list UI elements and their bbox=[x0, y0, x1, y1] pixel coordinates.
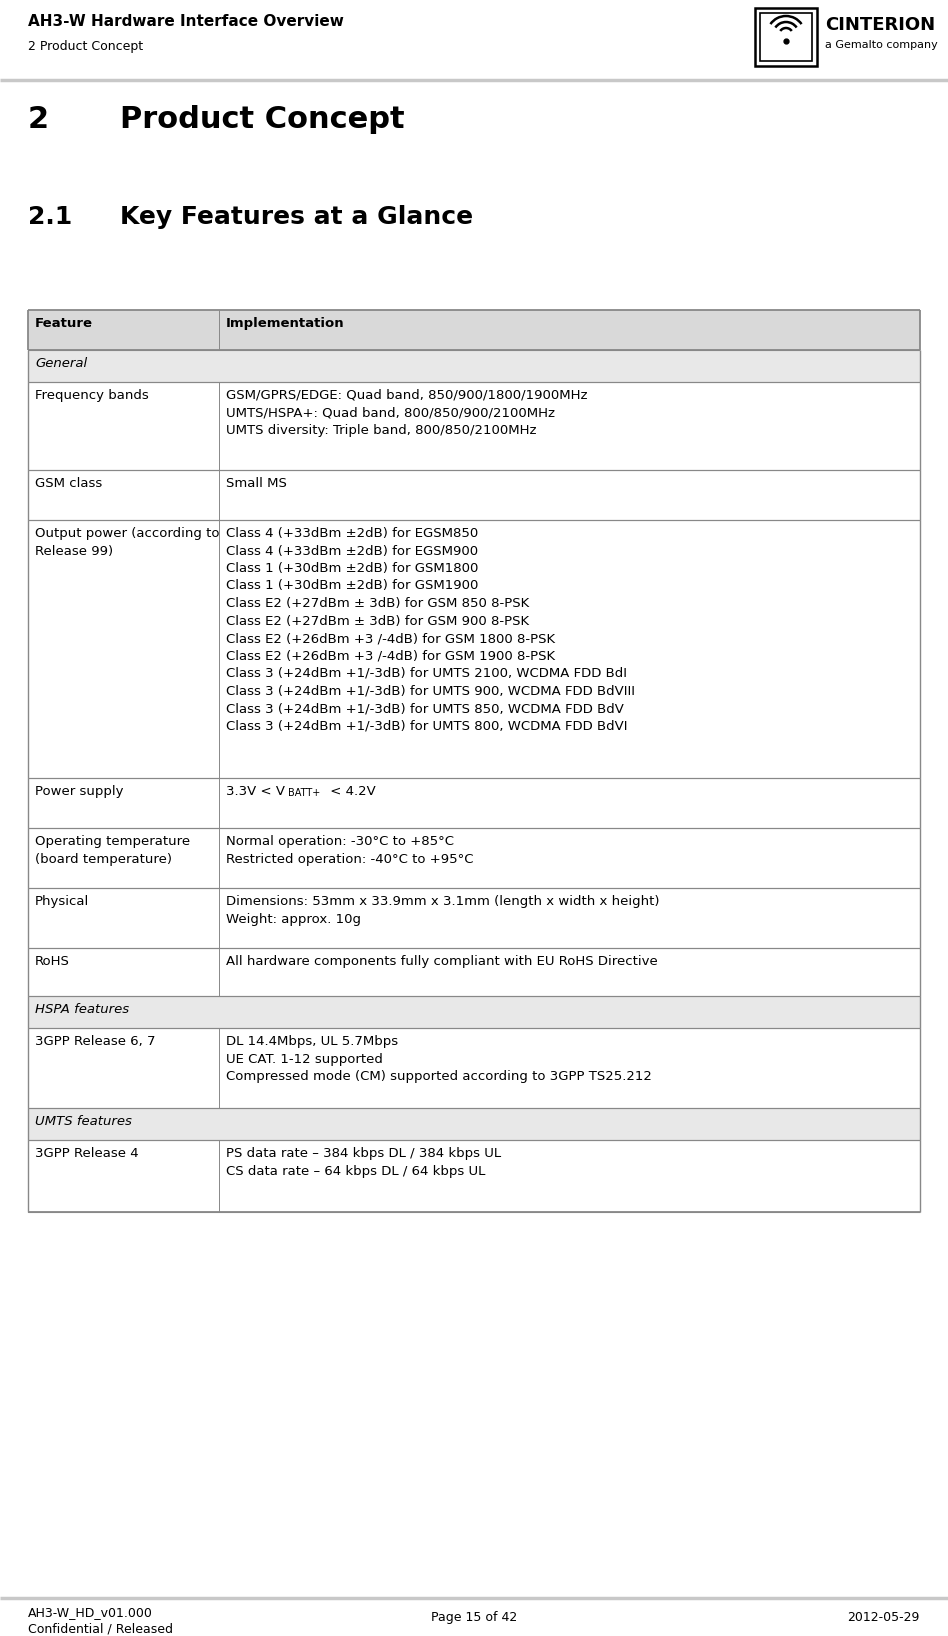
Text: AH3-W_HD_v01.000: AH3-W_HD_v01.000 bbox=[28, 1607, 153, 1620]
Text: UMTS features: UMTS features bbox=[35, 1116, 132, 1127]
Bar bbox=[755, 8, 817, 65]
Bar bbox=[219, 779, 920, 828]
Text: Dimensions: 53mm x 33.9mm x 3.1mm (length x width x height)
Weight: approx. 10g: Dimensions: 53mm x 33.9mm x 3.1mm (lengt… bbox=[226, 895, 660, 926]
Text: 2.1: 2.1 bbox=[28, 204, 72, 229]
Bar bbox=[28, 520, 219, 779]
Bar bbox=[28, 381, 219, 470]
Text: Normal operation: -30°C to +85°C
Restricted operation: -40°C to +95°C: Normal operation: -30°C to +85°C Restric… bbox=[226, 834, 473, 865]
Text: PS data rate – 384 kbps DL / 384 kbps UL
CS data rate – 64 kbps DL / 64 kbps UL: PS data rate – 384 kbps DL / 384 kbps UL… bbox=[226, 1147, 501, 1178]
Text: DL 14.4Mbps, UL 5.7Mbps
UE CAT. 1-12 supported
Compressed mode (CM) supported ac: DL 14.4Mbps, UL 5.7Mbps UE CAT. 1-12 sup… bbox=[226, 1036, 652, 1083]
Bar bbox=[28, 888, 219, 947]
Text: GSM/GPRS/EDGE: Quad band, 850/900/1800/1900MHz
UMTS/HSPA+: Quad band, 800/850/90: GSM/GPRS/EDGE: Quad band, 850/900/1800/1… bbox=[226, 389, 588, 437]
Text: 3.3V < V: 3.3V < V bbox=[226, 785, 285, 798]
Bar bbox=[28, 1140, 219, 1212]
Text: Key Features at a Glance: Key Features at a Glance bbox=[120, 204, 473, 229]
Bar bbox=[28, 350, 920, 381]
Text: Page 15 of 42: Page 15 of 42 bbox=[431, 1611, 517, 1625]
Text: GSM class: GSM class bbox=[35, 478, 102, 491]
Bar bbox=[219, 1140, 920, 1212]
Text: Product Concept: Product Concept bbox=[120, 105, 405, 134]
Bar bbox=[219, 828, 920, 888]
Text: < 4.2V: < 4.2V bbox=[326, 785, 375, 798]
Bar bbox=[28, 470, 219, 520]
Text: Small MS: Small MS bbox=[226, 478, 287, 491]
Text: 2: 2 bbox=[28, 105, 49, 134]
Text: General: General bbox=[35, 357, 87, 370]
Bar bbox=[28, 309, 219, 350]
Bar bbox=[755, 8, 817, 65]
Bar bbox=[0, 0, 948, 80]
Text: AH3-W Hardware Interface Overview: AH3-W Hardware Interface Overview bbox=[28, 15, 344, 29]
Bar bbox=[28, 1108, 920, 1140]
Bar bbox=[28, 1027, 219, 1108]
Text: CINTERION: CINTERION bbox=[825, 16, 935, 34]
Bar bbox=[760, 13, 812, 61]
Text: 3GPP Release 4: 3GPP Release 4 bbox=[35, 1147, 138, 1160]
Text: Implementation: Implementation bbox=[226, 317, 345, 330]
Bar bbox=[219, 520, 920, 779]
Bar bbox=[28, 996, 920, 1027]
Text: a Gemalto company: a Gemalto company bbox=[825, 39, 938, 51]
Text: Frequency bands: Frequency bands bbox=[35, 389, 149, 402]
Text: 2012-05-29: 2012-05-29 bbox=[848, 1611, 920, 1625]
Bar bbox=[28, 828, 219, 888]
Text: Class 4 (+33dBm ±2dB) for EGSM850
Class 4 (+33dBm ±2dB) for EGSM900
Class 1 (+30: Class 4 (+33dBm ±2dB) for EGSM850 Class … bbox=[226, 527, 635, 733]
Bar bbox=[28, 779, 219, 828]
Text: Physical: Physical bbox=[35, 895, 89, 908]
Bar bbox=[28, 947, 219, 996]
Text: BATT+: BATT+ bbox=[288, 789, 320, 798]
Bar bbox=[219, 1027, 920, 1108]
Bar bbox=[219, 888, 920, 947]
Bar bbox=[219, 947, 920, 996]
Bar bbox=[219, 381, 920, 470]
Text: 3GPP Release 6, 7: 3GPP Release 6, 7 bbox=[35, 1036, 155, 1049]
Text: Output power (according to
Release 99): Output power (according to Release 99) bbox=[35, 527, 220, 558]
Text: All hardware components fully compliant with EU RoHS Directive: All hardware components fully compliant … bbox=[226, 955, 658, 969]
Text: Operating temperature
(board temperature): Operating temperature (board temperature… bbox=[35, 834, 191, 865]
Text: Confidential / Released: Confidential / Released bbox=[28, 1621, 173, 1634]
Text: 2 Product Concept: 2 Product Concept bbox=[28, 39, 143, 52]
Text: Feature: Feature bbox=[35, 317, 93, 330]
Bar bbox=[219, 309, 920, 350]
Bar bbox=[219, 470, 920, 520]
Text: HSPA features: HSPA features bbox=[35, 1003, 129, 1016]
Text: Power supply: Power supply bbox=[35, 785, 123, 798]
Text: RoHS: RoHS bbox=[35, 955, 70, 969]
